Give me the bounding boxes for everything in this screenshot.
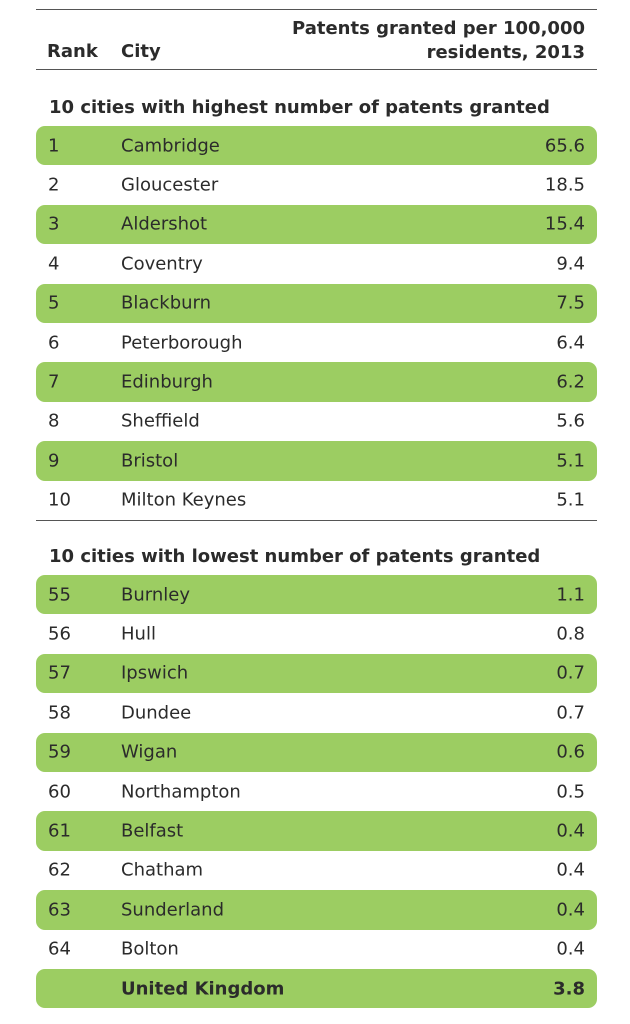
- rank-cell: 2: [48, 174, 60, 196]
- city-cell: Peterborough: [121, 332, 243, 354]
- rank-cell: 62: [48, 859, 71, 881]
- value-cell: 65.6: [544, 135, 585, 157]
- table-row: 55 Burnley 1.1: [36, 575, 597, 615]
- value-cell: 0.4: [556, 859, 585, 881]
- rank-cell: 58: [48, 702, 71, 724]
- city-cell: Cambridge: [121, 135, 220, 157]
- table-row: 2 Gloucester 18.5: [36, 165, 597, 204]
- rank-cell: 5: [48, 292, 60, 314]
- city-cell: Aldershot: [121, 213, 208, 235]
- city-cell: Edinburgh: [121, 371, 213, 393]
- rank-cell: 4: [48, 253, 60, 275]
- value-cell: 3.8: [553, 978, 585, 1000]
- table-row: 1 Cambridge 65.6: [36, 126, 597, 166]
- table-row: 64 Bolton 0.4: [36, 930, 597, 969]
- city-cell: Coventry: [121, 253, 203, 275]
- rank-cell: 59: [48, 741, 71, 763]
- rank-cell: 57: [48, 662, 71, 684]
- rank-cell: 9: [48, 450, 60, 472]
- city-cell: Milton Keynes: [121, 489, 247, 511]
- table-row: 58 Dundee 0.7: [36, 693, 597, 732]
- table-row: 3 Aldershot 15.4: [36, 204, 597, 245]
- rank-cell: 56: [48, 623, 71, 645]
- city-cell: Wigan: [121, 741, 178, 763]
- city-cell: Blackburn: [121, 292, 212, 314]
- table-header: Rank City Patents granted per 100,000 re…: [36, 9, 597, 70]
- table-row: 8 Sheffield 5.6: [36, 402, 597, 441]
- value-cell: 6.2: [556, 371, 585, 393]
- total-row: United Kingdom 3.8: [36, 968, 597, 1009]
- value-cell: 5.1: [556, 450, 585, 472]
- highest-section-title: 10 cities with highest number of patents…: [49, 97, 550, 118]
- value-cell: 5.6: [556, 410, 585, 432]
- value-cell: 0.8: [556, 623, 585, 645]
- rank-cell: 1: [48, 135, 60, 157]
- rank-cell: 55: [48, 584, 71, 606]
- value-cell: 0.7: [556, 702, 585, 724]
- value-cell: 0.5: [556, 781, 585, 803]
- value-cell: 0.4: [556, 938, 585, 960]
- city-cell: Burnley: [121, 584, 190, 606]
- value-cell: 18.5: [544, 174, 585, 196]
- value-cell: 15.4: [544, 213, 585, 235]
- city-cell: Hull: [121, 623, 156, 645]
- value-cell: 7.5: [556, 292, 585, 314]
- value-cell: 6.4: [556, 332, 585, 354]
- city-cell: Bolton: [121, 938, 179, 960]
- city-cell: Belfast: [121, 820, 184, 842]
- table-row: 10 Milton Keynes 5.1: [36, 481, 597, 520]
- value-cell: 1.1: [556, 584, 585, 606]
- value-column-header: Patents granted per 100,000 residents, 2…: [285, 17, 585, 65]
- city-cell: Chatham: [121, 859, 204, 881]
- value-header-line2: residents, 2013: [426, 42, 585, 63]
- city-cell: United Kingdom: [121, 978, 285, 1000]
- rank-cell: 61: [48, 820, 71, 842]
- rank-cell: 10: [48, 489, 71, 511]
- value-header-line1: Patents granted per 100,000: [292, 18, 585, 39]
- table-row: 59 Wigan 0.6: [36, 732, 597, 772]
- highest-rows: 1 Cambridge 65.6 2 Gloucester 18.5 3 Ald…: [36, 126, 597, 520]
- table-row: 63 Sunderland 0.4: [36, 890, 597, 930]
- rank-column-header: Rank: [47, 41, 98, 62]
- rank-cell: 6: [48, 332, 60, 354]
- city-cell: Dundee: [121, 702, 192, 724]
- table-row: 57 Ipswich 0.7: [36, 653, 597, 694]
- value-cell: 0.6: [556, 741, 585, 763]
- table-row: 56 Hull 0.8: [36, 614, 597, 653]
- rank-cell: 7: [48, 371, 60, 393]
- table-row: 5 Blackburn 7.5: [36, 283, 597, 323]
- city-cell: Gloucester: [121, 174, 219, 196]
- value-cell: 0.4: [556, 820, 585, 842]
- value-cell: 0.7: [556, 662, 585, 684]
- lowest-section-title: 10 cities with lowest number of patents …: [49, 546, 541, 567]
- rank-cell: 3: [48, 213, 60, 235]
- value-cell: 0.4: [556, 899, 585, 921]
- value-cell: 5.1: [556, 489, 585, 511]
- city-cell: Northampton: [121, 781, 241, 803]
- section-divider: [36, 520, 597, 521]
- city-cell: Bristol: [121, 450, 179, 472]
- table-row: 62 Chatham 0.4: [36, 851, 597, 890]
- table-row: 4 Coventry 9.4: [36, 244, 597, 283]
- patents-table: Rank City Patents granted per 100,000 re…: [36, 0, 597, 1024]
- city-cell: Sunderland: [121, 899, 225, 921]
- rank-cell: 60: [48, 781, 71, 803]
- table-row: 60 Northampton 0.5: [36, 772, 597, 811]
- city-cell: Sheffield: [121, 410, 200, 432]
- rank-cell: 8: [48, 410, 60, 432]
- rank-cell: 63: [48, 899, 71, 921]
- table-row: 9 Bristol 5.1: [36, 441, 597, 481]
- table-row: 61 Belfast 0.4: [36, 811, 597, 851]
- lowest-rows: 55 Burnley 1.1 56 Hull 0.8 57 Ipswich 0.…: [36, 575, 597, 1009]
- city-cell: Ipswich: [121, 662, 189, 684]
- table-row: 6 Peterborough 6.4: [36, 323, 597, 362]
- table-row: 7 Edinburgh 6.2: [36, 362, 597, 402]
- value-cell: 9.4: [556, 253, 585, 275]
- city-column-header: City: [121, 41, 161, 62]
- rank-cell: 64: [48, 938, 71, 960]
